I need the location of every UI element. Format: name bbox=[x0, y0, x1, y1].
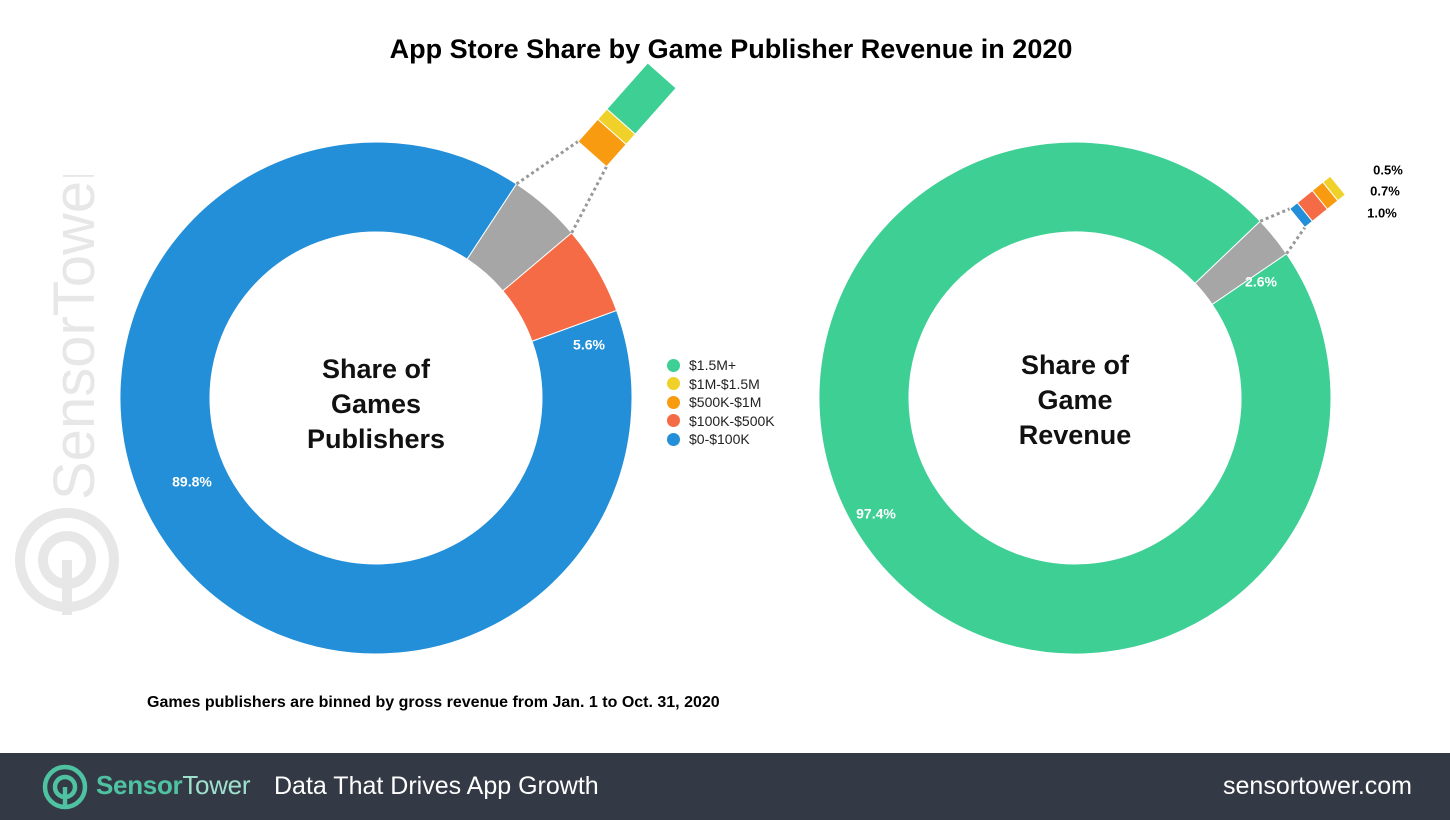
breakout-label: 0.7% bbox=[1370, 183, 1400, 198]
connector-line bbox=[1259, 207, 1291, 223]
sensortower-watermark-logo: SensorTower bbox=[15, 175, 119, 615]
footer-tagline: Data That Drives App Growth bbox=[274, 772, 599, 800]
legend-label: $1.5M+ bbox=[689, 357, 737, 374]
connector-line bbox=[1285, 226, 1307, 255]
slice-label: 89.8% bbox=[172, 474, 212, 490]
connector-line bbox=[570, 165, 608, 234]
center-label-revenue: Share of Game Revenue bbox=[1018, 350, 1132, 450]
legend-swatch bbox=[667, 377, 680, 391]
legend-swatch bbox=[667, 395, 680, 409]
slice-label: 2.6% bbox=[1245, 274, 1277, 290]
legend-swatch bbox=[667, 432, 680, 446]
legend-label: $100K-$500K bbox=[689, 412, 775, 429]
footer-brand[interactable]: SensorTower bbox=[96, 770, 251, 801]
breakout-segment bbox=[1289, 202, 1314, 229]
legend-item: $0-$100K bbox=[667, 430, 775, 449]
footer-url-link[interactable]: sensortower.com bbox=[1223, 772, 1412, 800]
legend-item: $100K-$500K bbox=[667, 412, 775, 431]
donut-slice bbox=[1194, 220, 1288, 306]
breakout-label: 0.5% bbox=[1373, 162, 1403, 177]
legend-item: $1.5M+ bbox=[667, 356, 775, 375]
donut-slice bbox=[818, 141, 1332, 655]
center-label-publishers: Share of Games Publishers bbox=[306, 354, 446, 454]
donut-slice bbox=[119, 141, 633, 655]
breakout-label: 1.3% bbox=[675, 227, 705, 242]
legend-swatch bbox=[667, 414, 680, 428]
breakout-label: 2.7% bbox=[643, 179, 673, 194]
svg-text:SensorTower: SensorTower bbox=[42, 175, 107, 500]
footer-bar: SensorTower Data That Drives App Growth … bbox=[0, 753, 1450, 820]
slice-label: 5.6% bbox=[573, 337, 605, 353]
donut-slice bbox=[502, 232, 618, 342]
legend-label: $1M-$1.5M bbox=[689, 375, 760, 392]
legend-item: $1M-$1.5M bbox=[667, 375, 775, 394]
brand-name-part1: Sensor bbox=[96, 770, 183, 800]
sensortower-logo-icon bbox=[42, 764, 88, 810]
breakout-label: 1.0% bbox=[1367, 205, 1397, 220]
legend-item: $500K-$1M bbox=[667, 393, 775, 412]
breakout-label: 0.5% bbox=[1365, 226, 1395, 241]
breakout-label: 0.6% bbox=[663, 208, 693, 223]
slice-label: 97.4% bbox=[856, 506, 896, 522]
connector-line bbox=[515, 140, 579, 186]
legend-swatch bbox=[667, 358, 680, 372]
brand-name-part2: Tower bbox=[182, 770, 251, 800]
charts-canvas: 89.8%4.6%5.6%2.7%0.6%1.3%97.4%2.6%0.5%0.… bbox=[119, 62, 1403, 655]
footnote: Games publishers are binned by gross rev… bbox=[147, 694, 720, 711]
legend-label: $500K-$1M bbox=[689, 394, 762, 411]
legend-label: $0-$100K bbox=[689, 431, 750, 448]
breakout-segment bbox=[577, 118, 627, 168]
legend: $1.5M+ $1M-$1.5M $500K-$1M $100K-$500K $0-$1… bbox=[667, 356, 775, 449]
chart-title: App Store Share by Game Publisher Revenu… bbox=[389, 34, 1073, 64]
